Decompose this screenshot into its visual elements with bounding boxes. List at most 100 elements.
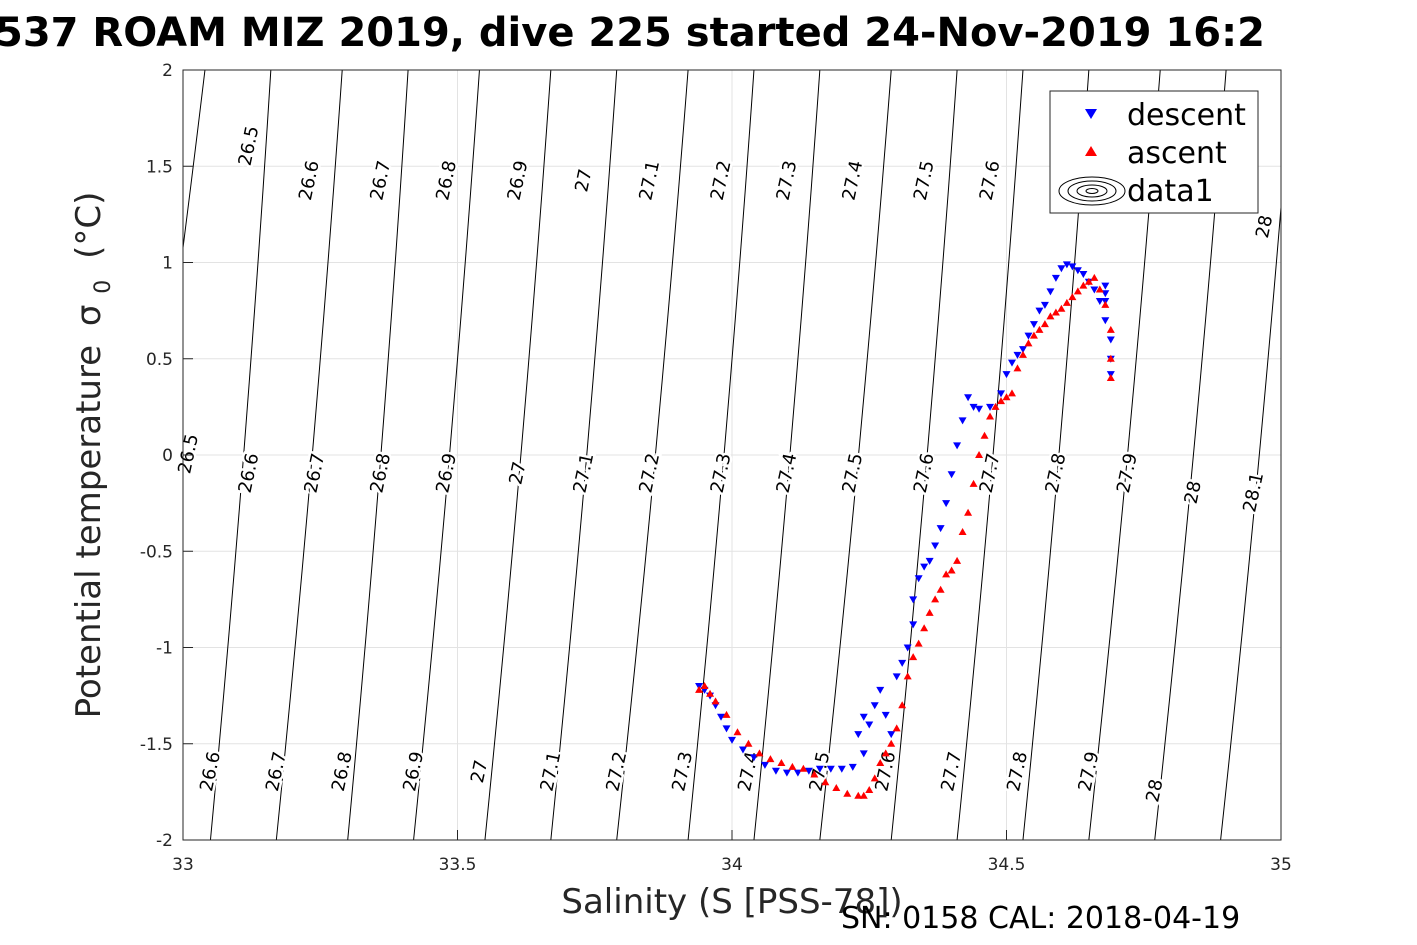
data-point-descent-19: [859, 713, 868, 721]
data-point-descent-28: [903, 644, 912, 652]
data-point-descent-44: [997, 390, 1006, 398]
data-point-ascent-16: [854, 791, 863, 799]
data-point-descent-35: [936, 525, 945, 533]
isopycnal-line-6: [550, 70, 618, 840]
y-tick-label-4: 0: [162, 446, 173, 466]
data-point-descent-59: [1079, 271, 1088, 279]
data-point-ascent-30: [931, 595, 940, 603]
data-point-ascent-25: [903, 672, 912, 680]
data-point-ascent-20: [876, 759, 885, 766]
data-point-descent-61: [1090, 286, 1099, 294]
data-point-descent-16: [837, 765, 846, 773]
data-point-descent-49: [1024, 332, 1033, 340]
data-point-ascent-19: [870, 774, 879, 782]
data-point-descent-31: [914, 575, 923, 583]
data-point-descent-11: [782, 769, 791, 777]
x-axis-label: Salinity (S [PSS-78]): [561, 882, 902, 922]
y-tick-label-8: 2: [162, 61, 173, 81]
data-point-ascent-50: [1040, 320, 1049, 328]
data-point-descent-68: [1101, 282, 1110, 290]
y-tick-label-3: -0.5: [140, 542, 173, 562]
y-tick-label-6: 1: [162, 254, 173, 274]
data-point-ascent-44: [1007, 389, 1016, 397]
data-point-ascent-47: [1024, 339, 1033, 347]
data-point-descent-20: [859, 750, 868, 758]
isopycnal-line-2: [275, 70, 343, 840]
data-point-descent-4: [717, 713, 726, 721]
x-axis-ticks: 33 33.5 34 34.5 35: [172, 830, 1292, 875]
data-point-ascent-62: [1106, 325, 1115, 333]
data-point-ascent-22: [887, 739, 896, 747]
y-axis-label-text: Potential temperature: [69, 345, 109, 718]
data-point-descent-38: [953, 442, 962, 450]
data-point-ascent-51: [1046, 312, 1055, 320]
data-point-ascent-45: [1013, 364, 1022, 372]
data-point-ascent-31: [936, 585, 945, 593]
data-point-descent-46: [1007, 359, 1016, 367]
data-point-ascent-56: [1073, 287, 1082, 295]
data-point-ascent-55: [1068, 293, 1077, 301]
y-axis-label: Potential temperature σ 0 (°C): [69, 192, 119, 719]
data-point-ascent-2: [706, 689, 715, 697]
data-point-ascent-13: [821, 778, 830, 786]
data-point-descent-6: [728, 736, 736, 744]
data-point-ascent-6: [744, 739, 753, 747]
data-point-descent-63: [1101, 317, 1110, 325]
isopycnal-line-8: [687, 70, 755, 840]
series-ascent: [695, 273, 1115, 799]
data-point-ascent-46: [1018, 350, 1027, 358]
isopycnal-line-16: [1220, 201, 1281, 840]
y-tick-label-2: -1: [156, 639, 173, 659]
y-axis-ticks: -2 -1.5 -1 -0.5 0 0.5 1 1.5 2: [140, 61, 193, 851]
isopycnal-line-0: [183, 70, 206, 252]
y-axis-label-unit: (°C): [69, 192, 109, 259]
isopycnal-line-4: [413, 70, 480, 840]
isopycnal-label-4-2: 26.9: [399, 750, 428, 794]
y-tick-label-5: 0.5: [146, 350, 173, 370]
data-point-descent-42: [975, 405, 984, 413]
data-point-ascent-21: [881, 749, 890, 757]
data-point-ascent-4: [722, 710, 731, 718]
data-point-descent-17: [848, 763, 857, 771]
data-point-descent-24: [881, 711, 890, 719]
data-point-descent-33: [925, 557, 934, 565]
x-tick-label-3: 34.5: [988, 855, 1026, 875]
data-point-descent-39: [958, 417, 967, 425]
x-tick-label-4: 35: [1270, 855, 1292, 875]
data-point-ascent-43: [1002, 393, 1011, 401]
data-point-descent-55: [1057, 265, 1066, 273]
legend-marker-data1: [1058, 176, 1126, 206]
y-axis-label-subscript: 0: [91, 280, 116, 294]
data-point-ascent-7: [755, 749, 764, 757]
data-point-descent-23: [876, 686, 885, 694]
data-point-ascent-28: [920, 624, 929, 632]
data-point-ascent-14: [832, 784, 841, 792]
data-point-descent-15: [826, 765, 835, 773]
data-point-descent-45: [1002, 371, 1011, 379]
isopycnal-line-1: [209, 70, 272, 840]
data-point-descent-21: [865, 721, 874, 729]
isopycnal-line-11: [890, 70, 958, 840]
data-point-ascent-63: [1106, 354, 1115, 362]
legend-box: [1049, 90, 1259, 214]
data-point-descent-54: [1051, 274, 1060, 282]
isopycnal-line-7: [616, 70, 689, 840]
data-point-ascent-15: [843, 789, 852, 797]
legend-label-ascent: ascent: [1127, 136, 1227, 171]
data-point-ascent-9: [777, 759, 786, 766]
data-point-ascent-17: [859, 791, 868, 799]
data-point-descent-43: [986, 403, 995, 411]
x-tick-label-1: 33.5: [439, 855, 477, 875]
legend-marker-descent: [1085, 109, 1097, 119]
data-point-ascent-10: [788, 762, 797, 770]
isopycnal-line-12: [956, 70, 1024, 840]
data-point-descent-25: [887, 731, 896, 739]
data-point-ascent-0: [695, 685, 704, 693]
data-point-descent-10: [771, 767, 780, 775]
data-point-descent-50: [1029, 321, 1038, 329]
legend-label-descent: descent: [1127, 98, 1246, 133]
data-point-ascent-24: [898, 701, 907, 709]
data-point-descent-14: [815, 765, 824, 773]
data-point-ascent-64: [1106, 374, 1115, 381]
data-point-descent-57: [1068, 263, 1077, 271]
